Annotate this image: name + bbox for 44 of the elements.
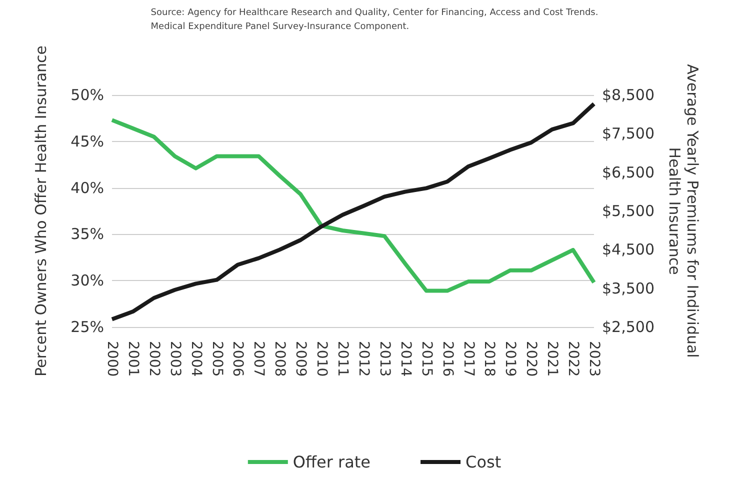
y-tick-label: 50% [70, 86, 104, 104]
y2-tick-label: $2,500 [602, 318, 654, 336]
y2-tick-label: $4,500 [602, 240, 654, 259]
x-tick-label: 2023 [586, 341, 602, 377]
x-tick-label: 2019 [502, 341, 518, 377]
source-note: Source: Agency for Healthcare Research and Quality, Center for Financing, Access and Cost Trends. Medical Expenditure Panel Survey-Insurance Component. [150, 8, 598, 32]
y-tick-label: 45% [70, 132, 104, 150]
x-tick-label: 2003 [166, 341, 183, 377]
y2-tick-label: $8,500 [602, 86, 654, 104]
y2-tick-label: $7,500 [602, 124, 654, 143]
x-tick-label: 2000 [104, 341, 120, 377]
x-tick-label: 2020 [523, 341, 540, 377]
x-tick-label: 2012 [355, 341, 372, 377]
legend-label: Offer rate [292, 452, 371, 472]
x-tick-label: 2016 [439, 341, 456, 377]
x-tick-label: 2001 [124, 341, 141, 377]
x-tick-label: 2021 [544, 341, 560, 377]
y-tick-label: 25% [70, 318, 104, 336]
x-tick-label: 2018 [481, 341, 498, 377]
x-tick-label: 2002 [146, 341, 162, 377]
x-tick-label: 2009 [292, 341, 309, 377]
line-series [110, 102, 596, 322]
y-tick-label: 30% [70, 272, 104, 290]
x-tick-label: 2013 [376, 341, 392, 377]
line-series [110, 118, 596, 293]
x-tick-label: 2017 [460, 341, 476, 377]
x-tick-label: 2006 [230, 341, 246, 377]
y-tick-label: 35% [70, 225, 104, 244]
y2-tick-label: $6,500 [602, 163, 654, 182]
x-tick-label: 2022 [565, 341, 582, 377]
x-tick-label: 2004 [188, 341, 204, 377]
x-tick-label: 2015 [418, 341, 434, 377]
x-tick-label: 2010 [314, 341, 330, 377]
y2-axis-title: Average Yearly Premiums for Individual Health Insurance [665, 64, 702, 358]
x-tick-label: 2007 [250, 341, 267, 377]
x-tick-label: 2014 [397, 341, 414, 377]
y2-tick-label: $3,500 [602, 279, 654, 298]
x-tick-label: 2008 [272, 341, 288, 377]
y2-tick-label: $5,500 [602, 202, 654, 220]
x-tick-label: 2011 [334, 341, 351, 377]
legend-label: Cost [466, 452, 502, 472]
x-tick-label: 2005 [208, 341, 225, 377]
y-axis-title: Percent Owners Who Offer Health Insurance [32, 46, 50, 376]
y-tick-label: 40% [70, 178, 104, 197]
